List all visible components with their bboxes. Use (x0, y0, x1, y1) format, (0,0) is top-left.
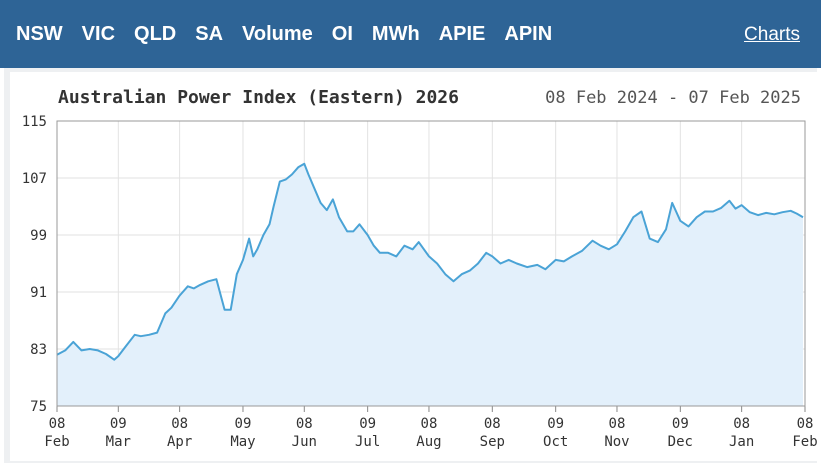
x-tick-day: 09 (547, 416, 564, 432)
x-tick-month: May (230, 434, 255, 450)
nav-item-vic[interactable]: VIC (81, 23, 116, 45)
y-tick-label: 83 (30, 342, 47, 358)
chart-date-range: 08 Feb 2024 - 07 Feb 2025 (545, 88, 801, 108)
region-nav: NSW VIC QLD SA Volume OI MWh APIE APIN (16, 21, 571, 47)
nav-item-sa[interactable]: SA (195, 23, 224, 45)
axes: 1151079991837508Feb09Mar08Apr09May08Jun0… (22, 114, 818, 450)
y-tick-label: 115 (22, 114, 47, 130)
x-tick-day: 09 (359, 416, 376, 432)
charts-link[interactable]: Charts (744, 24, 800, 45)
x-tick-month: Dec (668, 434, 693, 450)
x-tick-month: Oct (543, 434, 568, 450)
y-tick-label: 91 (30, 285, 47, 301)
x-tick-day: 08 (171, 416, 188, 432)
nav-item-mwh[interactable]: MWh (371, 23, 420, 45)
x-tick-day: 08 (421, 416, 438, 432)
x-tick-month: Jan (729, 434, 754, 450)
y-tick-label: 75 (30, 399, 47, 415)
x-tick-month: Aug (416, 434, 441, 450)
plot-border (56, 120, 806, 407)
nav-item-apie[interactable]: APIE (438, 23, 486, 45)
nav-item-volume[interactable]: Volume (242, 23, 313, 45)
series-area (56, 162, 804, 406)
chart-title: Australian Power Index (Eastern) 2026 (58, 87, 459, 108)
x-tick-month: Feb (792, 434, 817, 450)
nav-item-oi[interactable]: OI (331, 23, 353, 45)
x-tick-day: 08 (49, 416, 66, 432)
x-tick-month: Nov (604, 434, 629, 450)
top-nav-bar: NSW VIC QLD SA Volume OI MWh APIE APIN C… (0, 0, 821, 68)
nav-item-nsw[interactable]: NSW (16, 23, 63, 45)
x-tick-month: Sep (480, 434, 505, 450)
x-tick-day: 09 (110, 416, 127, 432)
nav-item-apin[interactable]: APIN (504, 23, 553, 45)
x-tick-month: Jun (292, 434, 317, 450)
x-tick-day: 08 (797, 416, 814, 432)
x-tick-day: 09 (672, 416, 689, 432)
series-fill (57, 163, 803, 406)
x-tick-day: 08 (484, 416, 501, 432)
x-tick-day: 09 (235, 416, 252, 432)
y-tick-label: 99 (30, 228, 47, 244)
x-tick-month: Apr (167, 434, 192, 450)
x-tick-day: 08 (609, 416, 626, 432)
x-tick-month: Mar (106, 434, 131, 450)
x-tick-day: 08 (296, 416, 313, 432)
nav-item-qld[interactable]: QLD (134, 23, 177, 45)
x-tick-month: Feb (44, 434, 69, 450)
x-tick-day: 08 (733, 416, 750, 432)
y-tick-label: 107 (22, 171, 47, 187)
series-line (56, 162, 804, 361)
x-tick-month: Jul (355, 434, 380, 450)
